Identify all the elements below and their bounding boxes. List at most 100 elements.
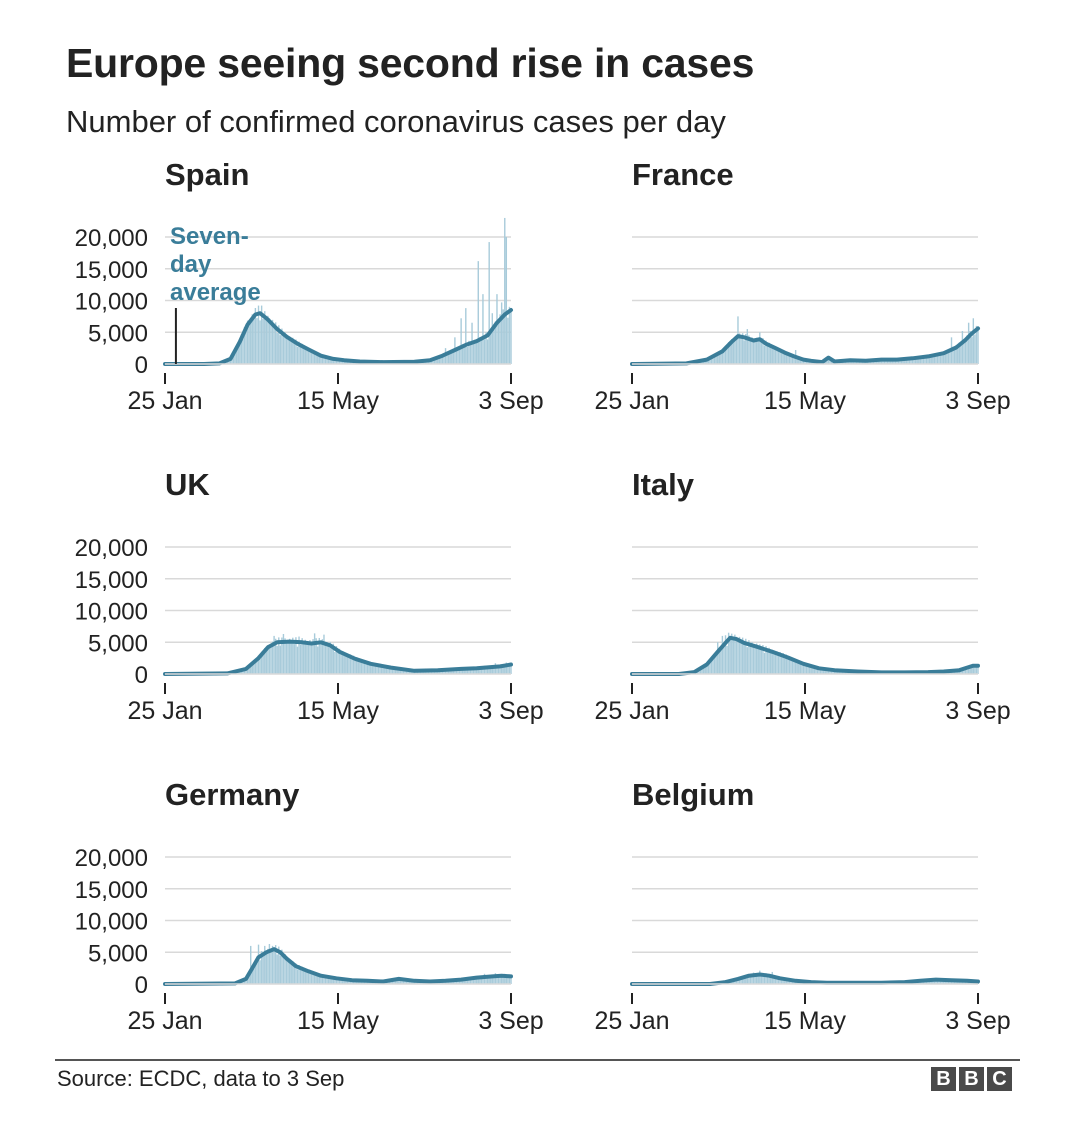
daily-bar <box>465 667 467 674</box>
daily-bar <box>875 360 878 364</box>
daily-bar <box>320 356 322 364</box>
daily-bar <box>340 652 342 674</box>
x-tick-label: 15 May <box>297 697 379 725</box>
daily-bar <box>813 666 816 674</box>
daily-bar <box>454 668 456 674</box>
daily-bar <box>287 336 289 364</box>
daily-bar <box>246 666 249 674</box>
daily-bar <box>752 644 755 674</box>
daily-bar <box>337 652 339 674</box>
daily-bar <box>301 343 303 364</box>
daily-bar <box>340 359 342 364</box>
daily-bar <box>748 640 750 674</box>
daily-bar <box>818 668 820 674</box>
daily-bar <box>741 637 744 674</box>
daily-bar <box>390 666 392 674</box>
daily-bar <box>441 354 444 364</box>
daily-bar <box>780 657 783 674</box>
y-tick-label: 15,000 <box>75 567 148 594</box>
daily-bar <box>465 978 467 984</box>
daily-bar <box>343 979 345 984</box>
daily-bar <box>914 356 917 364</box>
daily-bar <box>368 663 370 674</box>
daily-bar <box>463 979 465 984</box>
daily-bar <box>762 973 764 984</box>
daily-bar <box>771 345 773 364</box>
daily-bar <box>290 339 292 364</box>
daily-bar <box>483 665 486 674</box>
daily-bar <box>279 335 282 364</box>
daily-bar <box>278 325 280 364</box>
daily-bar <box>759 332 761 364</box>
daily-bar <box>751 974 753 984</box>
daily-bar <box>717 353 719 364</box>
daily-bar <box>317 975 319 984</box>
daily-bar <box>253 316 255 364</box>
daily-bar <box>393 667 395 674</box>
daily-bar <box>476 668 478 674</box>
x-tick-label: 15 May <box>297 1007 379 1035</box>
daily-bar <box>331 648 333 674</box>
daily-bar <box>405 980 408 984</box>
daily-bar <box>321 639 324 674</box>
daily-bar <box>267 315 269 364</box>
daily-bar <box>957 347 959 364</box>
daily-bar <box>282 956 285 984</box>
daily-bar <box>754 644 756 674</box>
daily-bar <box>239 344 241 364</box>
daily-bar <box>486 668 489 674</box>
daily-bar <box>301 966 303 984</box>
daily-bar <box>751 642 753 674</box>
daily-bar <box>250 664 252 674</box>
daily-bar <box>921 356 923 364</box>
daily-bar <box>497 319 500 364</box>
daily-bar <box>405 669 408 674</box>
daily-bar <box>740 337 742 364</box>
daily-bar <box>709 358 711 364</box>
daily-bar <box>329 641 331 674</box>
daily-bar <box>270 949 272 984</box>
daily-bar <box>972 664 975 674</box>
daily-bar <box>720 648 722 674</box>
daily-bar <box>288 959 291 984</box>
daily-bar <box>466 669 469 674</box>
daily-bar <box>974 334 976 364</box>
daily-bar <box>309 970 311 984</box>
daily-bar <box>298 341 300 364</box>
daily-bar <box>829 358 831 364</box>
daily-bar <box>323 634 325 674</box>
y-tick-label: 0 <box>135 662 148 689</box>
y-tick-label: 15,000 <box>75 877 148 904</box>
daily-bar <box>788 656 791 674</box>
daily-bar <box>504 217 506 364</box>
daily-bar <box>746 329 749 364</box>
daily-bar <box>362 660 364 674</box>
daily-bar <box>351 980 353 984</box>
daily-bar <box>256 961 258 984</box>
daily-bar <box>337 359 339 364</box>
daily-bar <box>296 969 299 984</box>
daily-bar <box>745 638 747 674</box>
daily-bar <box>770 976 772 984</box>
daily-bar <box>312 639 314 674</box>
daily-bar <box>443 355 445 364</box>
daily-bar <box>299 346 302 364</box>
daily-bar <box>329 357 331 364</box>
daily-bar <box>794 660 797 674</box>
daily-bar <box>449 980 451 984</box>
daily-bar <box>490 976 492 984</box>
daily-bar <box>476 977 478 984</box>
daily-bar <box>499 314 501 364</box>
daily-bar <box>493 976 495 984</box>
daily-bar <box>808 664 811 674</box>
daily-bar <box>474 339 476 364</box>
daily-bar <box>766 345 769 364</box>
daily-bar <box>727 342 730 364</box>
daily-bar <box>777 978 780 984</box>
daily-bar <box>480 667 483 674</box>
daily-bar <box>396 667 398 674</box>
daily-bar <box>281 328 283 364</box>
daily-bar <box>312 350 314 364</box>
daily-bar <box>928 355 931 364</box>
daily-bar <box>922 356 925 364</box>
